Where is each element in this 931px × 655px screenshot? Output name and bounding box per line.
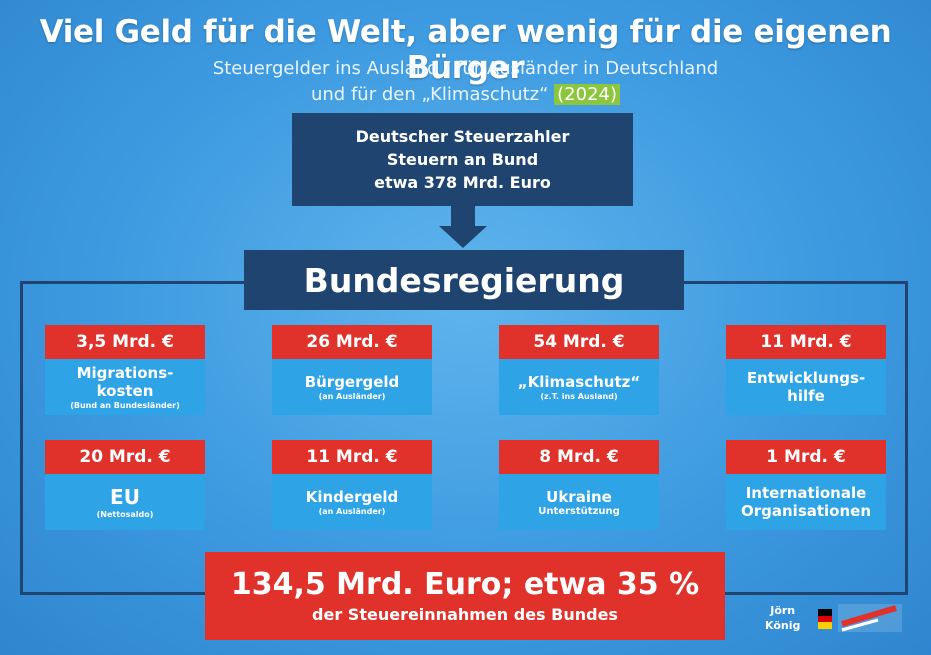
total-box: 134,5 Mrd. Euro; etwa 35 % der Steuerein…: [205, 552, 725, 640]
spending-note: (an Ausländer): [318, 391, 386, 401]
spending-label-box: Bürgergeld (an Ausländer): [272, 359, 432, 415]
spending-amount: 1 Mrd. €: [726, 440, 886, 474]
spending-label: „Klimaschutz“: [517, 372, 641, 391]
spending-label-line-2: hilfe: [787, 387, 825, 405]
spending-label: Ukraine: [546, 487, 612, 506]
spending-note: (Bund an Bundesländer): [70, 400, 180, 410]
spending-note: (z.T. ins Ausland): [540, 391, 618, 401]
down-arrow-stem: [451, 206, 475, 228]
author-first-name: Jörn: [770, 604, 796, 617]
spending-label: Bürgergeld: [304, 372, 400, 391]
spending-label-box: Internationale Organisationen: [726, 474, 886, 530]
spending-card: 3,5 Mrd. € Migrations-kosten (Bund an Bund…: [45, 325, 205, 415]
spending-card: 54 Mrd. € „Klimaschutz“ (z.T. ins Ausland): [499, 325, 659, 415]
spending-note: (Nettosaldo): [96, 509, 154, 519]
subtitle-line-2-text: und für den „Klimaschutz“: [310, 84, 549, 105]
taxpayer-box: Deutscher Steuerzahler Steuern an Bund e…: [292, 113, 633, 206]
author-last-name: König: [765, 619, 801, 632]
spending-amount: 3,5 Mrd. €: [45, 325, 205, 359]
spending-amount: 26 Mrd. €: [272, 325, 432, 359]
spending-label-box: „Klimaschutz“ (z.T. ins Ausland): [499, 359, 659, 415]
author-name: Jörn König: [765, 603, 800, 633]
spending-card: 20 Mrd. € EU (Nettosaldo): [45, 440, 205, 530]
spending-card: 11 Mrd. € Kindergeld (an Ausländer): [272, 440, 432, 530]
spending-card: 26 Mrd. € Bürgergeld (an Ausländer): [272, 325, 432, 415]
spending-label-box: Migrations-kosten (Bund an Bundesländer): [45, 359, 205, 415]
spending-label-line-2: Organisationen: [740, 502, 872, 520]
spending-amount: 54 Mrd. €: [499, 325, 659, 359]
afd-logo: [838, 604, 902, 632]
down-arrow-icon: [439, 226, 487, 248]
taxpayer-line-3: etwa 378 Mrd. Euro: [374, 173, 551, 192]
spending-label-box: Kindergeld (an Ausländer): [272, 474, 432, 530]
subtitle-line-1: Steuergelder ins Ausland / für Ausländer…: [212, 58, 719, 79]
spending-note: (an Ausländer): [318, 506, 386, 516]
spending-amount: 20 Mrd. €: [45, 440, 205, 474]
government-box: Bundesregierung: [244, 250, 684, 310]
spending-label-box: Ukraine Unterstützung: [499, 474, 659, 530]
spending-label: Internationale: [745, 484, 867, 502]
subtitle-line-2: und für den „Klimaschutz“ (2024): [0, 84, 931, 105]
page-title: Viel Geld für die Welt, aber wenig für d…: [39, 14, 892, 86]
spending-amount: 8 Mrd. €: [499, 440, 659, 474]
spending-label-box: Entwicklungs-hilfe: [726, 359, 886, 415]
total-amount: 134,5 Mrd. Euro; etwa 35 %: [230, 567, 700, 602]
taxpayer-line-2: Steuern an Bund: [386, 150, 539, 169]
spending-label: Entwicklungs-: [746, 369, 866, 387]
spending-label: Migrations-: [76, 363, 174, 382]
spending-label: EU: [110, 484, 140, 509]
spending-label-box: EU (Nettosaldo): [45, 474, 205, 530]
germany-flag-icon: [818, 609, 832, 629]
subtitle-year-highlight: (2024): [554, 84, 621, 105]
spending-card: 1 Mrd. € Internationale Organisationen: [726, 440, 886, 530]
spending-amount: 11 Mrd. €: [272, 440, 432, 474]
total-share: der Steuereinnahmen des Bundes: [312, 605, 618, 624]
spending-label: Kindergeld: [305, 487, 399, 506]
spending-amount: 11 Mrd. €: [726, 325, 886, 359]
spending-card: 8 Mrd. € Ukraine Unterstützung: [499, 440, 659, 530]
taxpayer-line-1: Deutscher Steuerzahler: [355, 127, 570, 146]
spending-note: Unterstützung: [538, 505, 620, 517]
spending-label-line-2: kosten: [96, 381, 154, 400]
spending-card: 11 Mrd. € Entwicklungs-hilfe: [726, 325, 886, 415]
